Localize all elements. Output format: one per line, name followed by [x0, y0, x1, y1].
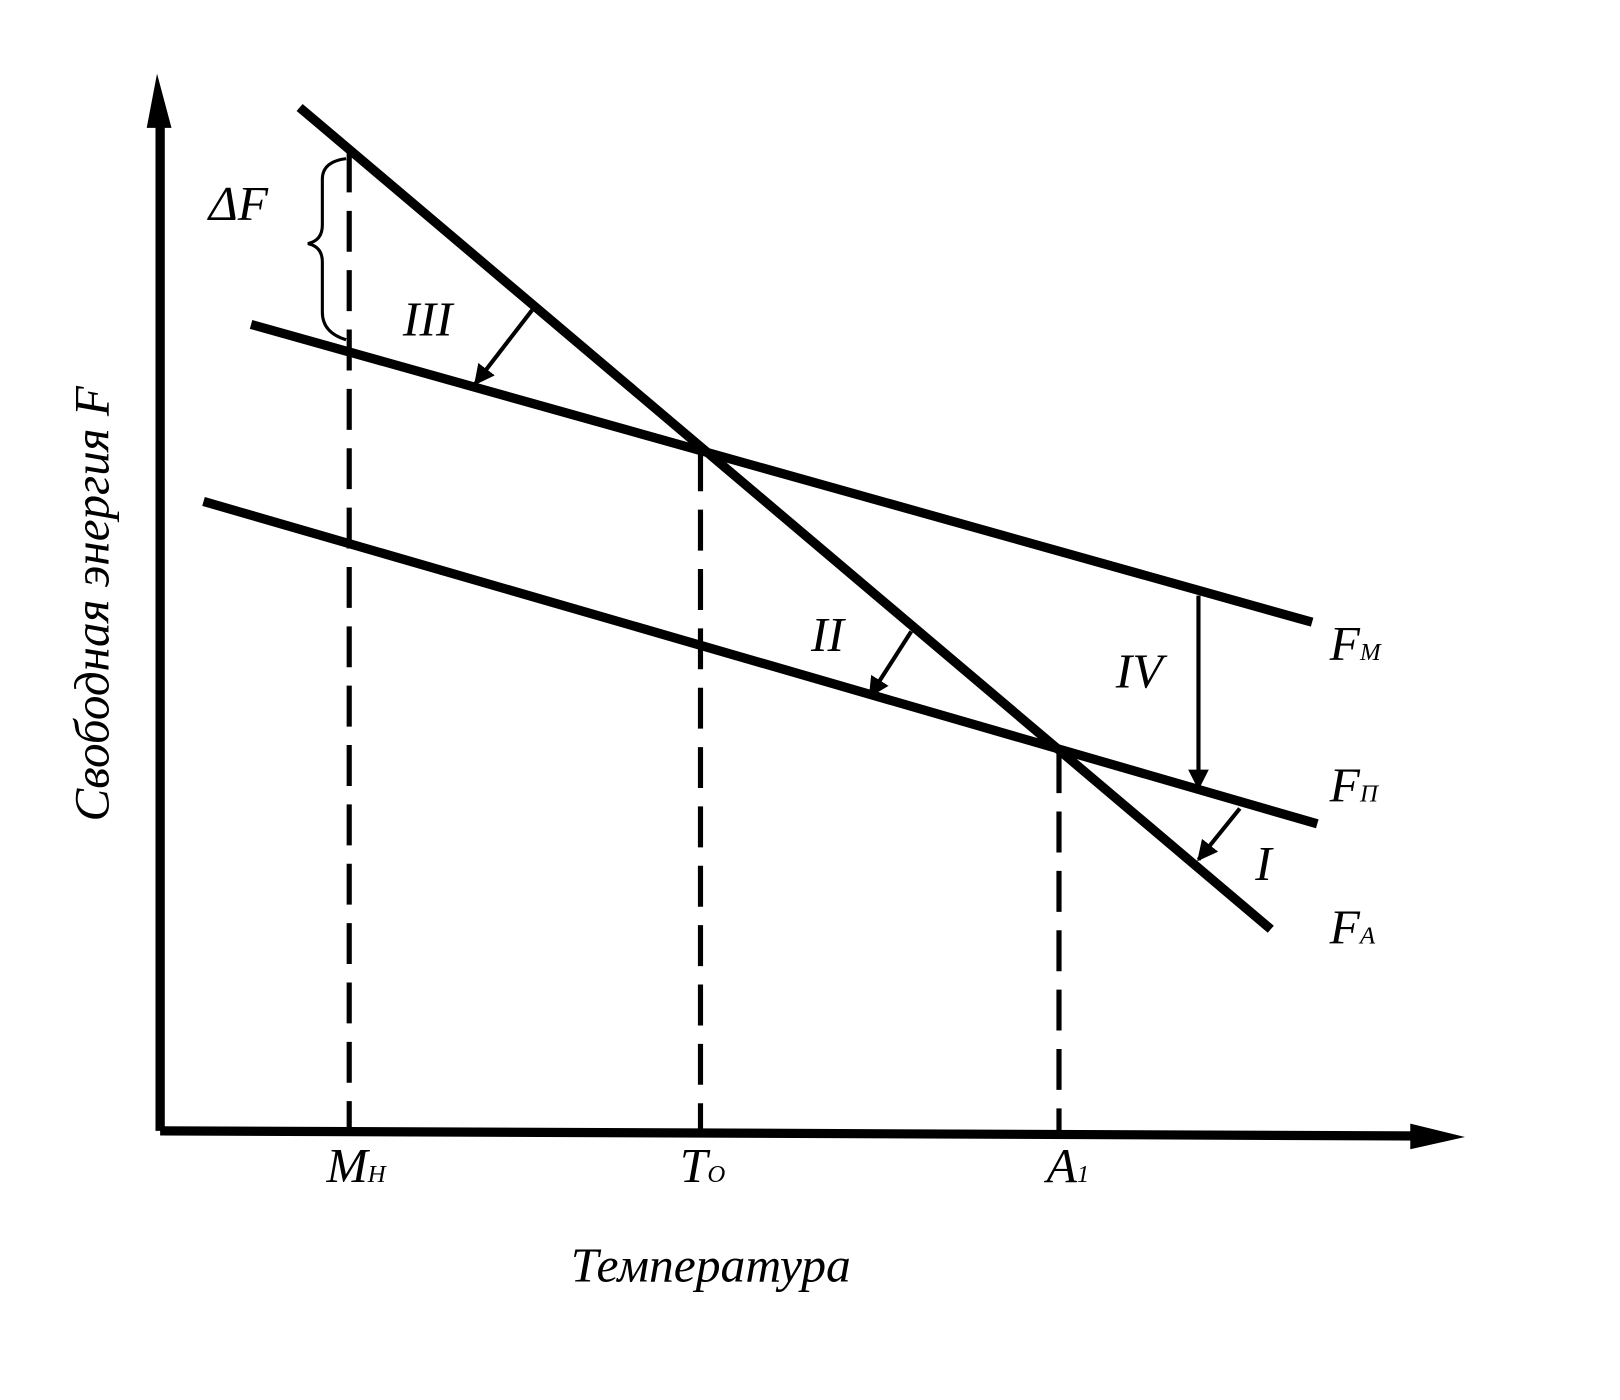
x-axis-arrow: [1410, 1123, 1466, 1150]
x-axis: [160, 1126, 1426, 1141]
curve-label-sub: П: [1359, 780, 1380, 807]
curve-label-main: F: [1329, 900, 1361, 955]
tick-main: M: [325, 1138, 370, 1193]
arrow: [868, 630, 913, 698]
transition-label: IV: [1115, 644, 1168, 699]
curve-label-main: F: [1329, 616, 1361, 671]
x-axis-label: Температура: [571, 1237, 851, 1292]
curve-label: FМ: [1329, 616, 1382, 671]
tick-main: T: [680, 1138, 711, 1193]
curve-label-main: F: [1329, 758, 1361, 813]
transition-label: I: [1254, 836, 1274, 891]
transition-label: III: [402, 292, 455, 347]
x-tick-label: A1: [1044, 1138, 1090, 1193]
brace: [307, 157, 347, 342]
tick-sub: 1: [1077, 1161, 1089, 1188]
arrow: [1196, 807, 1242, 862]
curve-label-sub: М: [1359, 639, 1382, 666]
delta-label: ΔF: [207, 176, 269, 231]
tick-sub: Н: [367, 1161, 387, 1188]
curve-label: FА: [1329, 900, 1376, 955]
curve-fa: [296, 103, 1274, 933]
transition-label: II: [810, 607, 847, 662]
x-tick-label: MН: [325, 1138, 386, 1193]
y-axis-label: Свободная энергия F: [64, 385, 119, 821]
y-axis-arrow: [146, 73, 172, 128]
x-tick-label: TО: [680, 1138, 726, 1193]
tick-main: A: [1044, 1138, 1078, 1193]
curve-label: FП: [1329, 758, 1380, 813]
curve-fp: [202, 497, 1319, 829]
curve-label-sub: А: [1358, 923, 1376, 950]
arrow: [473, 308, 534, 386]
curve-fm: [249, 319, 1314, 627]
tick-sub: О: [707, 1161, 725, 1188]
